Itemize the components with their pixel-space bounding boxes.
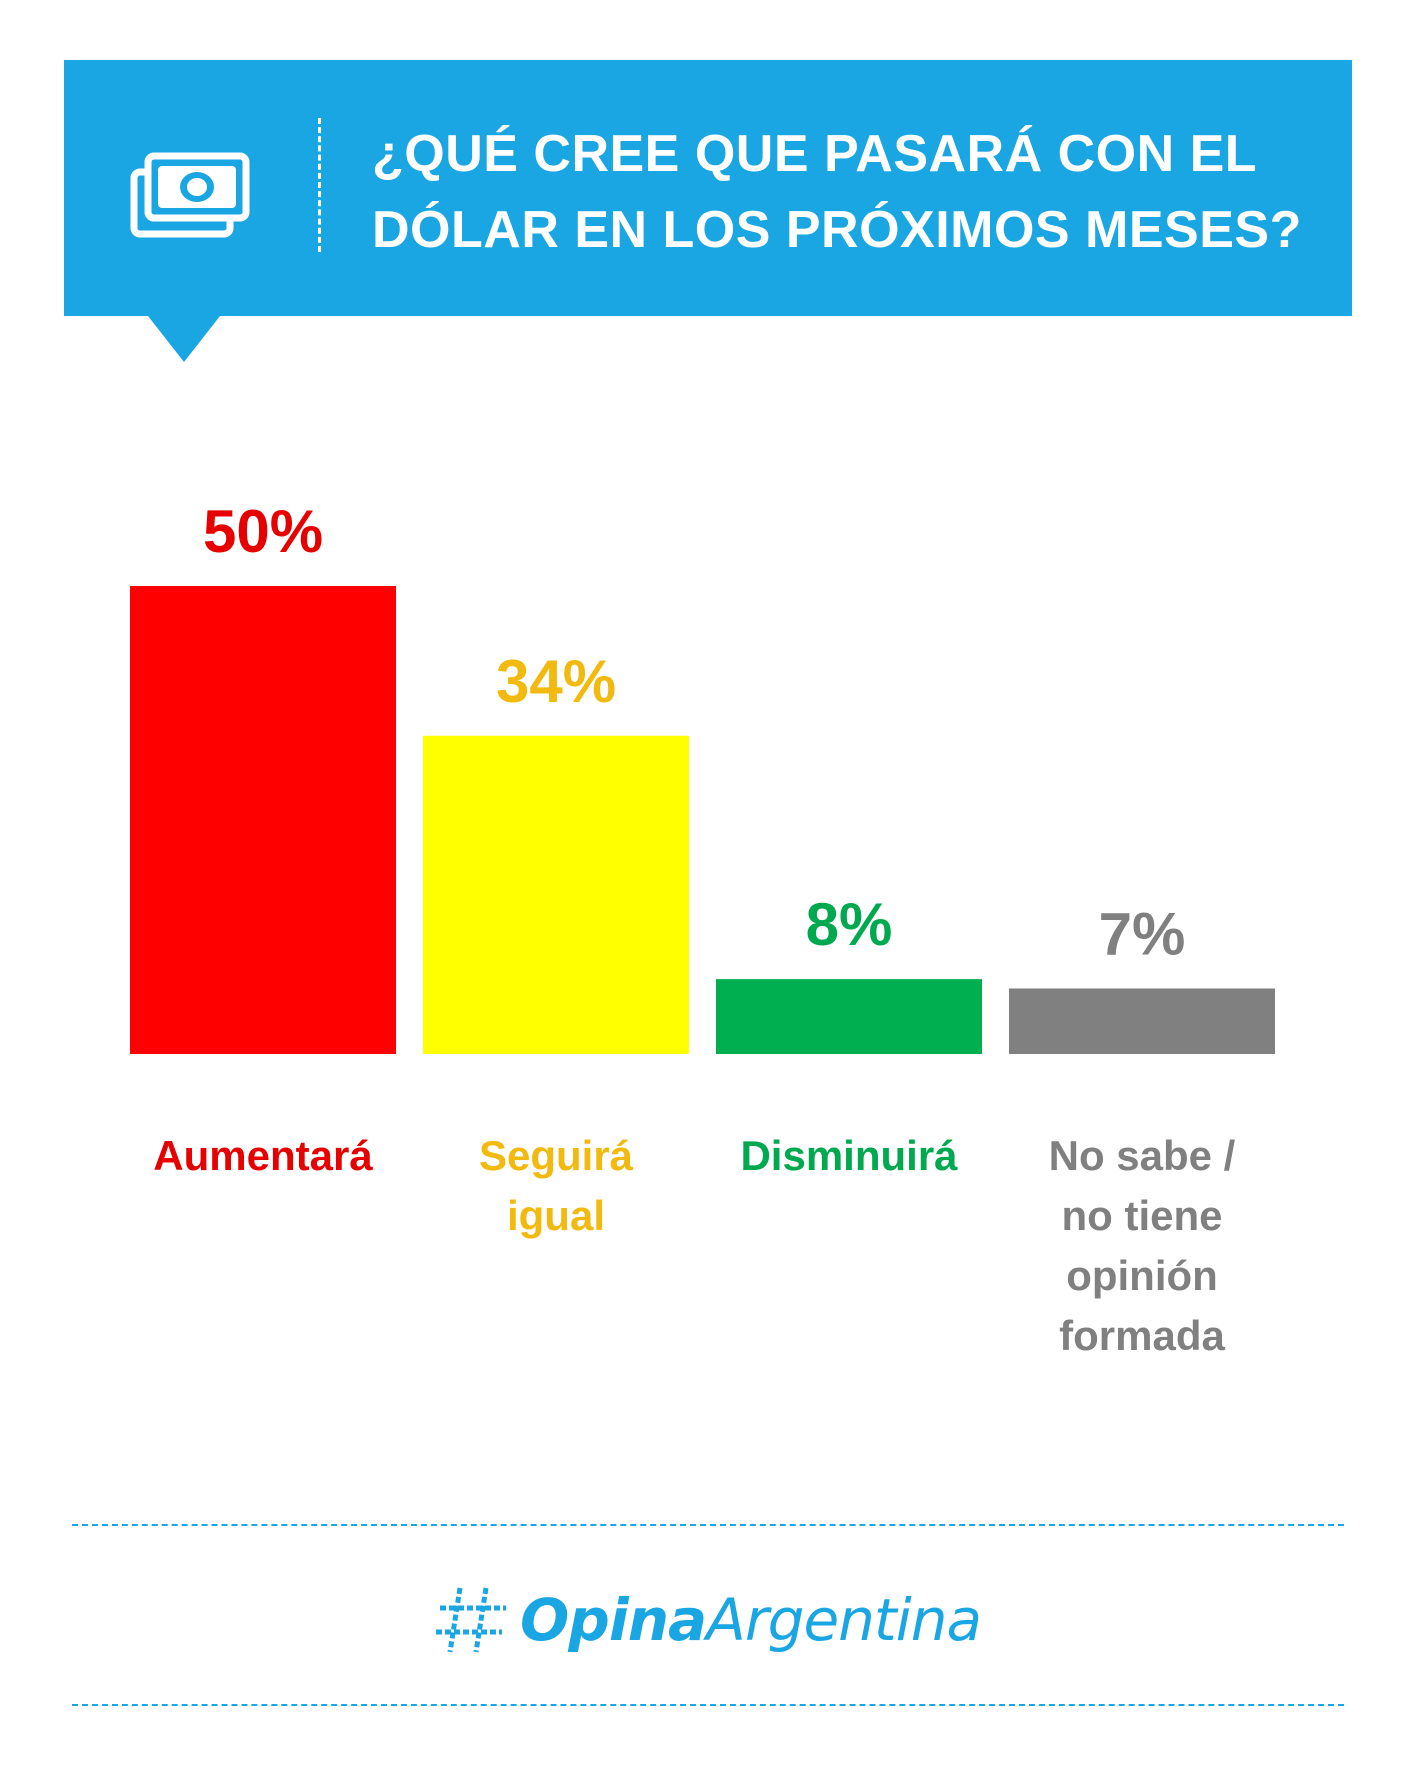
category-label-2: Seguirá igual — [421, 1126, 691, 1246]
logo-text: OpinaArgentina — [520, 1586, 982, 1654]
category-label-4-line-3: opinión — [1066, 1252, 1218, 1299]
header-pointer — [148, 316, 220, 362]
money-icon — [130, 152, 250, 238]
bar-chart: 50% 34% 8% 7% — [130, 498, 1275, 1054]
logo: OpinaArgentina — [434, 1580, 982, 1660]
title-line-1: ¿QUÉ CREE QUE PASARÁ CON EL — [372, 125, 1258, 183]
category-label-1: Aumentará — [128, 1126, 398, 1186]
category-label-2-line-2: igual — [506, 1192, 605, 1239]
header-banner — [64, 60, 1352, 316]
category-label-1-line-1: Aumentará — [153, 1132, 373, 1179]
category-label-4-line-1: No sabe / — [1048, 1132, 1236, 1179]
bar-4 — [1009, 988, 1275, 1054]
category-label-3-line-1: Disminuirá — [740, 1132, 958, 1179]
category-label-4-line-4: formada — [1059, 1312, 1225, 1359]
bar-2 — [423, 735, 689, 1054]
value-label-2: 34% — [496, 648, 616, 715]
value-label-3: 8% — [806, 891, 893, 958]
footer-divider-top — [72, 1524, 1344, 1526]
category-label-3: Disminuirá — [714, 1126, 984, 1186]
category-label-4: No sabe / no tiene opinión formada — [1007, 1126, 1277, 1366]
value-label-4: 7% — [1099, 900, 1186, 967]
logo-text-bold: Opina — [520, 1586, 707, 1654]
title-line-2: DÓLAR EN LOS PRÓXIMOS MESES? — [372, 201, 1302, 259]
category-label-2-line-1: Seguirá — [478, 1132, 634, 1179]
page-title: ¿QUÉ CREE QUE PASARÁ CON EL DÓLAR EN LOS… — [372, 116, 1332, 268]
logo-text-light: Argentina — [706, 1586, 982, 1654]
bar-3 — [716, 979, 982, 1054]
footer-divider-bottom — [72, 1704, 1344, 1706]
bar-1 — [130, 586, 396, 1054]
value-label-1: 50% — [203, 498, 323, 565]
category-label-4-line-2: no tiene — [1061, 1192, 1223, 1239]
header-divider — [318, 118, 321, 252]
hashtag-icon — [436, 1587, 506, 1653]
